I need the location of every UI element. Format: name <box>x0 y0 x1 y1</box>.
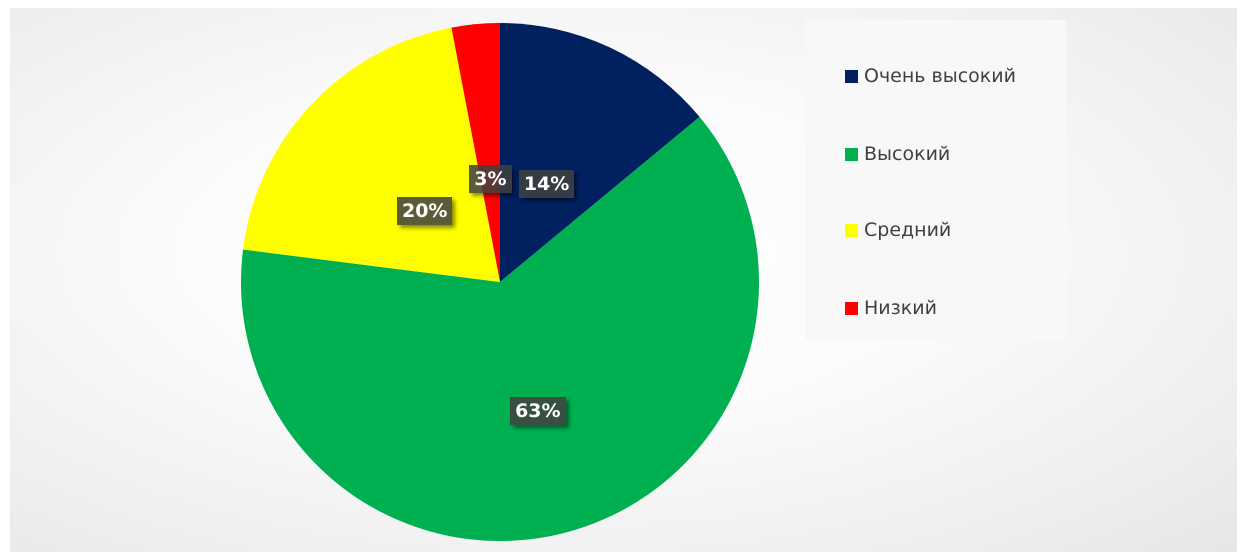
legend-item-very-high: Очень высокий <box>845 63 1016 89</box>
legend-swatch-medium <box>845 223 858 237</box>
data-label-medium: 20% <box>396 197 453 226</box>
legend-label-very-high: Очень высокий <box>864 65 1016 87</box>
pie-slice-high <box>241 116 760 542</box>
legend-item-medium: Средний <box>845 217 951 243</box>
legend-swatch-high <box>845 147 858 161</box>
pie-slice-low <box>451 23 500 282</box>
data-label-high: 63% <box>510 397 566 426</box>
legend-label-high: Высокий <box>864 143 951 165</box>
legend-item-high: Высокий <box>845 141 950 167</box>
legend-swatch-low <box>845 301 858 315</box>
legend: Очень высокий Высокий Средний Низкий <box>805 20 1067 340</box>
data-label-low: 3% <box>469 164 512 193</box>
legend-swatch-very-high <box>845 69 858 83</box>
chart-area: 14% 63% 20% 3% Очень высокий Высокий Средни… <box>10 8 1237 552</box>
data-label-very-high: 14% <box>518 169 575 198</box>
pie-slice-very-high <box>500 23 700 282</box>
legend-item-low: Низкий <box>845 295 937 321</box>
legend-label-medium: Средний <box>864 219 952 241</box>
legend-label-low: Низкий <box>864 297 937 319</box>
